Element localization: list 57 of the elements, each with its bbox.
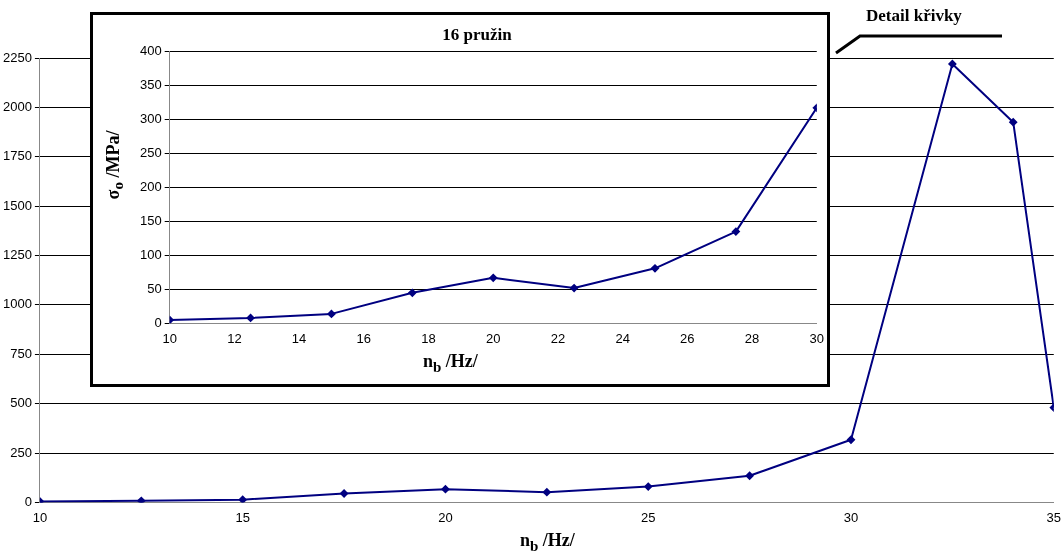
point <box>731 227 740 236</box>
point <box>651 264 659 273</box>
point <box>340 489 349 498</box>
y-tick-label: 200 <box>139 178 162 194</box>
x-tick-label: 12 <box>227 330 242 346</box>
y-tick-label: 400 <box>139 42 162 58</box>
x-tick-label: 35 <box>1046 509 1061 525</box>
y-tick-label: 150 <box>139 212 162 228</box>
chart-title: 16 pružin <box>442 24 513 44</box>
y-tick-label: 100 <box>139 246 162 262</box>
x-axis-title: n$_{b}$ /Hz/ <box>423 351 478 376</box>
y-tick-label: 250 <box>139 144 162 160</box>
y-tick-label: 350 <box>139 76 162 92</box>
y-tick-label: 0 <box>24 493 32 509</box>
x-tick-label: 10 <box>32 509 48 525</box>
x-tick-label: 20 <box>486 330 501 346</box>
point <box>441 485 450 494</box>
x-tick-label: 28 <box>744 330 760 346</box>
point <box>847 435 855 444</box>
x-tick-label: 15 <box>235 509 250 525</box>
text: Detail křivky <box>866 6 962 26</box>
point <box>745 471 754 480</box>
x-tick-label: 14 <box>291 330 307 346</box>
y-tick-label: 1250 <box>3 247 32 263</box>
point <box>137 496 146 503</box>
point <box>570 284 579 293</box>
y-tick-label: 2250 <box>3 49 32 65</box>
point <box>408 288 417 297</box>
x-tick-label: 24 <box>615 330 630 346</box>
x-tick-label: 25 <box>641 509 656 525</box>
x-tick-label: 26 <box>680 330 695 346</box>
y-tick-label: 300 <box>139 110 162 126</box>
point <box>489 273 498 282</box>
x-tick-label: 30 <box>809 330 824 346</box>
x-tick-label: 20 <box>438 509 453 525</box>
y-tick-label: 0 <box>154 314 162 330</box>
point <box>644 482 653 491</box>
y-tick-label: 2000 <box>3 98 32 114</box>
point <box>948 59 957 68</box>
y-tick-label: 750 <box>10 345 32 361</box>
x-tick-label: 30 <box>843 509 859 525</box>
y-tick-label: 1500 <box>3 197 32 213</box>
y-tick-label: 250 <box>10 444 32 460</box>
y-tick-label: 50 <box>147 280 162 296</box>
point <box>246 313 255 322</box>
y-tick-label: 1750 <box>3 148 32 164</box>
point <box>542 488 551 497</box>
x-tick-label: 10 <box>162 330 177 346</box>
point <box>238 495 247 503</box>
point <box>327 309 336 318</box>
x-tick-label: 22 <box>550 330 566 346</box>
x-tick-label: 18 <box>421 330 436 346</box>
y-tick-label: 1000 <box>3 296 32 312</box>
x-axis-title: n$_{b}$ /Hz/ <box>520 530 575 555</box>
point <box>1009 118 1018 127</box>
y-tick-label: 500 <box>10 395 32 411</box>
x-tick-label: 16 <box>356 330 372 346</box>
